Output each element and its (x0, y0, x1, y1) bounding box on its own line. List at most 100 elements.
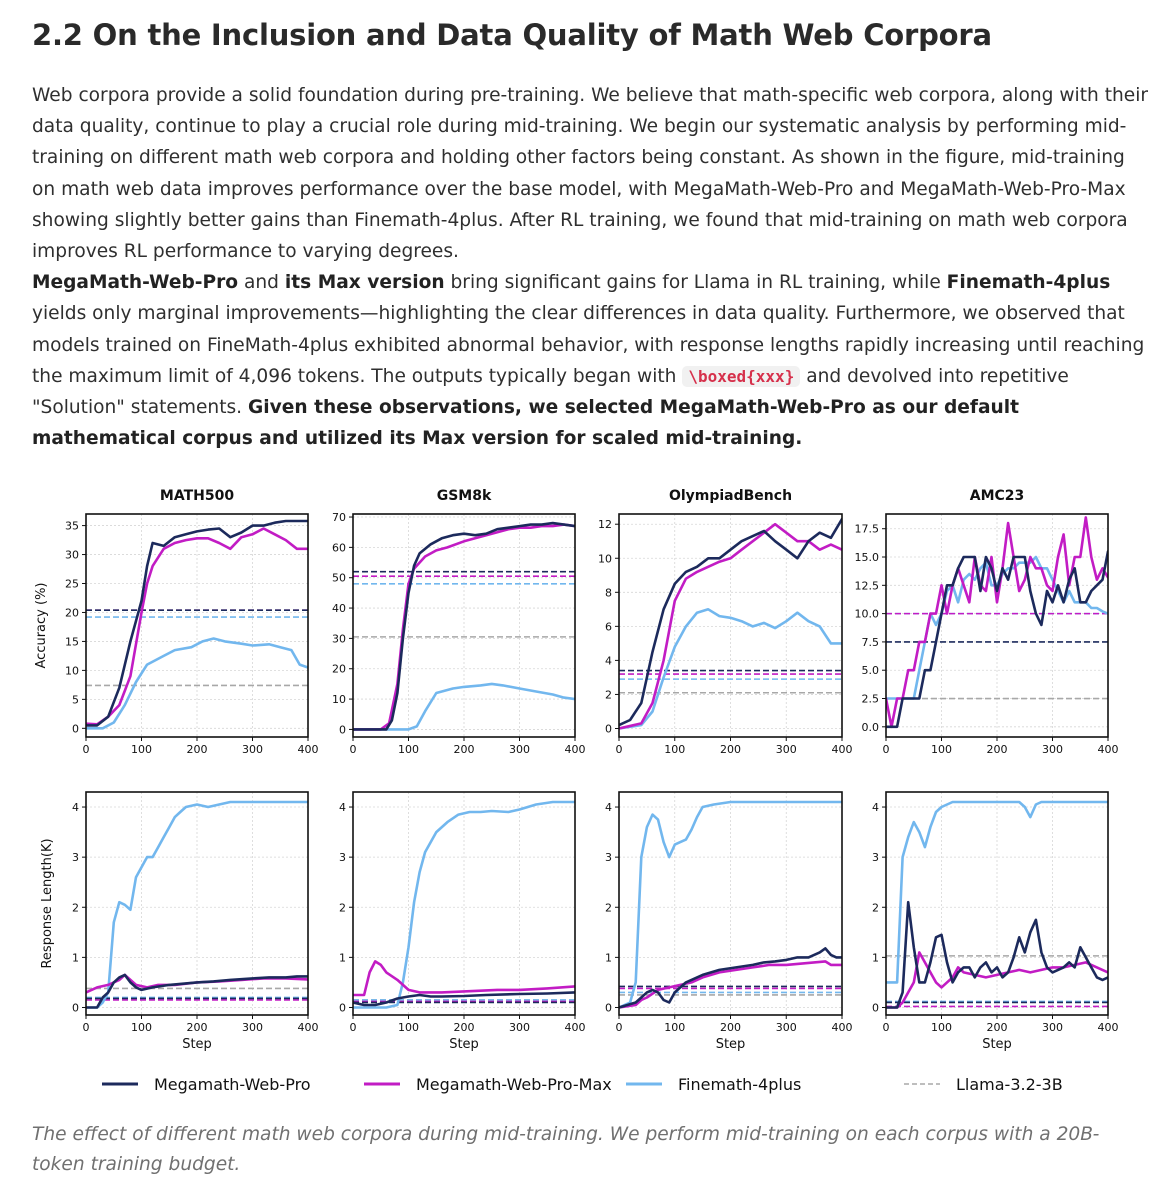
y-tick-label: 20 (332, 663, 346, 676)
x-tick-label: 400 (832, 1021, 853, 1034)
y-tick-label: 8 (605, 586, 612, 599)
y-tick-label: 25 (65, 578, 79, 591)
bold-conclusion: Given these observations, we selected Me… (32, 397, 1020, 450)
subplot-title: MATH500 (160, 488, 234, 504)
y-tick-label: 0 (605, 722, 612, 735)
y-tick-label: 2 (605, 901, 612, 914)
paragraph-text-1: Web corpora provide a solid foundation d… (32, 85, 1149, 263)
series-max (353, 960, 575, 997)
series-max (86, 527, 308, 726)
x-tick-label: 300 (509, 743, 530, 756)
y-tick-label: 30 (332, 632, 346, 645)
x-tick-label: 0 (616, 1021, 623, 1034)
y-tick-label: 15 (65, 635, 79, 648)
series-fine (86, 800, 308, 1009)
y-tick-label: 10.0 (855, 608, 880, 621)
x-tick-label: 400 (1098, 743, 1119, 756)
series-pro (886, 550, 1108, 729)
x-axis-label: Step (182, 1037, 212, 1052)
y-tick-label: 0 (72, 722, 79, 735)
subplot-title: GSM8k (437, 488, 492, 504)
y-tick-label: 1 (872, 951, 879, 964)
x-tick-label: 100 (131, 743, 152, 756)
paragraph-text-3: bring significant gains for Llama in RL … (444, 272, 947, 294)
y-axis-label-length: Response Length(K) (40, 838, 55, 968)
y-tick-label: 12.5 (855, 579, 880, 592)
subplot-title: OlympiadBench (669, 488, 792, 504)
subplot-accuracy-0: 0 100 200 300 400 0 5 10 15 20 25 30 35 MATH500 (65, 488, 319, 756)
y-tick-label: 30 (65, 549, 79, 562)
y-tick-label: 10 (65, 664, 79, 677)
subplot-accuracy-1: 0 100 200 300 400 0 10 20 30 40 50 60 70 GSM8k (332, 488, 586, 756)
legend: Megamath-Web-Pro Megamath-Web-Pro-Max Fine… (102, 1075, 1063, 1094)
y-tick-label: 0 (339, 723, 346, 736)
x-tick-label: 300 (509, 1021, 530, 1034)
y-tick-label: 40 (332, 602, 346, 615)
bold-max-version: its Max version (284, 272, 445, 294)
legend-label-max: Megamath-Web-Pro-Max (416, 1075, 612, 1094)
y-tick-label: 4 (872, 801, 879, 814)
series-pro (86, 973, 308, 1009)
y-tick-label: 35 (65, 520, 79, 533)
x-tick-label: 400 (298, 1021, 319, 1034)
y-tick-label: 7.5 (862, 636, 880, 649)
figure-caption: The effect of different math web corpora… (32, 1124, 1100, 1175)
series-fine (86, 637, 308, 730)
x-axis-label: Step (982, 1037, 1012, 1052)
subplot-title: AMC23 (970, 488, 1025, 504)
y-tick-label: 1 (339, 951, 346, 964)
x-tick-label: 200 (454, 1021, 475, 1034)
x-tick-label: 200 (720, 743, 741, 756)
series-fine (353, 800, 575, 1009)
y-tick-label: 4 (339, 801, 346, 814)
y-tick-label: 4 (605, 801, 612, 814)
y-tick-label: 60 (332, 541, 346, 554)
section-title: 2.2 On the Inclusion and Data Quality of… (32, 18, 992, 52)
series-pro (619, 947, 842, 1009)
series-pro (886, 900, 1108, 1009)
inline-code-boxed: \boxed{xxx} (682, 365, 801, 387)
y-tick-label: 15.0 (855, 551, 880, 564)
x-tick-label: 100 (131, 1021, 152, 1034)
bold-megamath-web-pro: MegaMath-Web-Pro (32, 272, 239, 294)
x-axis-label: Step (716, 1037, 746, 1052)
series-pro (619, 517, 842, 727)
x-tick-label: 200 (187, 1021, 208, 1034)
y-tick-label: 1 (72, 951, 79, 964)
x-tick-label: 100 (664, 743, 685, 756)
y-tick-label: 3 (339, 851, 346, 864)
y-tick-label: 10 (598, 552, 612, 565)
y-tick-label: 4 (605, 654, 612, 667)
x-tick-label: 100 (398, 743, 419, 756)
x-tick-label: 200 (987, 1021, 1008, 1034)
y-tick-label: 12 (598, 518, 612, 531)
y-tick-label: 0.0 (862, 721, 880, 734)
legend-label-pro: Megamath-Web-Pro (154, 1075, 311, 1094)
y-tick-label: 50 (332, 572, 346, 585)
x-tick-label: 200 (987, 743, 1008, 756)
y-tick-label: 0 (872, 1001, 879, 1014)
x-tick-label: 0 (883, 1021, 890, 1034)
x-tick-label: 0 (83, 743, 90, 756)
x-tick-label: 100 (398, 1021, 419, 1034)
y-tick-label: 5 (72, 693, 79, 706)
x-tick-label: 400 (832, 743, 853, 756)
series-fine (886, 800, 1108, 984)
paragraph-text-5: and devolved into repetitive "Solution" … (32, 365, 1069, 419)
x-tick-label: 100 (664, 1021, 685, 1034)
y-tick-label: 0 (72, 1001, 79, 1014)
x-tick-label: 400 (565, 1021, 586, 1034)
x-tick-label: 0 (83, 1021, 90, 1034)
x-tick-label: 300 (242, 743, 263, 756)
x-tick-label: 0 (883, 743, 890, 756)
x-tick-label: 400 (565, 743, 586, 756)
y-tick-label: 70 (332, 511, 346, 524)
legend-label-fine: Finemath-4plus (678, 1075, 801, 1094)
y-tick-label: 0 (605, 1001, 612, 1014)
y-tick-label: 2 (605, 688, 612, 701)
x-tick-label: 300 (776, 1021, 797, 1034)
y-tick-label: 20 (65, 606, 79, 619)
y-tick-label: 0 (339, 1001, 346, 1014)
y-tick-label: 6 (605, 620, 612, 633)
